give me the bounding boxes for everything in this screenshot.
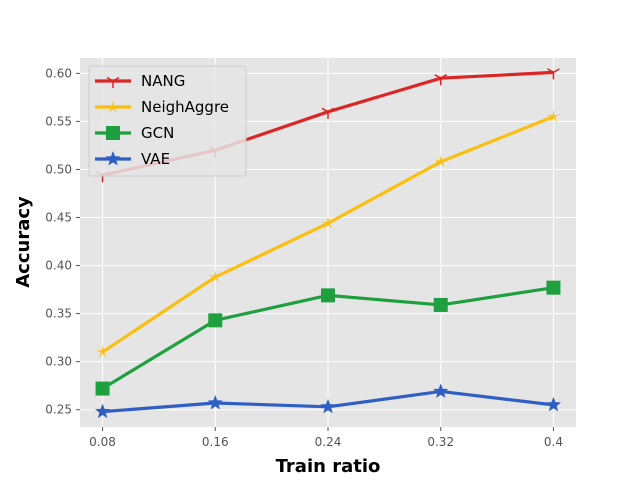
data-point-neighaggre-1 bbox=[208, 270, 222, 283]
axis-ticks: 0.25 0.30 0.35 0.40 0.45 0.50 0.55 0.60 0.08 0.16… bbox=[45, 66, 563, 449]
series-gcn bbox=[95, 280, 561, 396]
legend-entry-gcn: GCN bbox=[95, 124, 174, 142]
legend: NANG NeighAggre GCN VAE bbox=[88, 65, 247, 177]
x-tick-label-1: 0.16 bbox=[202, 435, 229, 449]
legend-marker-nang bbox=[106, 76, 120, 88]
data-point-neighaggre-0 bbox=[95, 345, 110, 358]
y-tick-label-5: 0.50 bbox=[45, 162, 72, 176]
data-point-gcn-2 bbox=[321, 288, 335, 303]
legend-label-gcn: GCN bbox=[141, 124, 174, 142]
data-point-vae-2 bbox=[320, 398, 336, 414]
data-point-gcn-0 bbox=[95, 381, 110, 396]
x-tick-label-3: 0.32 bbox=[427, 435, 454, 449]
data-point-vae-3 bbox=[433, 383, 449, 398]
y-tick-label-7: 0.60 bbox=[45, 66, 72, 80]
data-point-gcn-3 bbox=[433, 297, 448, 312]
legend-label-nang: NANG bbox=[141, 72, 185, 90]
series-layer bbox=[94, 68, 562, 419]
data-point-nang-4 bbox=[547, 68, 560, 80]
series-vae bbox=[94, 383, 562, 419]
data-point-gcn-1 bbox=[208, 313, 223, 328]
legend-entry-nang: NANG bbox=[95, 72, 185, 90]
y-tick-label-2: 0.35 bbox=[45, 307, 72, 321]
x-tick-label-0: 0.08 bbox=[89, 435, 116, 449]
y-tick-label-6: 0.55 bbox=[45, 114, 72, 128]
data-point-neighaggre-2 bbox=[321, 216, 335, 229]
legend-marker-gcn bbox=[106, 126, 120, 140]
data-point-neighaggre-4 bbox=[546, 109, 561, 123]
data-point-vae-0 bbox=[94, 403, 111, 419]
data-point-gcn-4 bbox=[546, 280, 561, 295]
data-point-vae-1 bbox=[207, 394, 223, 410]
x-tick-label-4: 0.4 bbox=[544, 435, 563, 449]
y-tick-label-4: 0.45 bbox=[45, 211, 72, 225]
y-tick-label-0: 0.25 bbox=[45, 403, 72, 417]
series-neighaggre bbox=[95, 109, 561, 358]
legend-label-vae: VAE bbox=[141, 150, 170, 168]
x-tick-label-2: 0.24 bbox=[315, 435, 342, 449]
data-point-nang-3 bbox=[434, 74, 448, 86]
x-axis-label: Train ratio bbox=[276, 456, 381, 477]
y-tick-label-1: 0.30 bbox=[45, 355, 72, 369]
y-axis-label: Accuracy bbox=[13, 196, 34, 288]
legend-marker-neighaggre bbox=[106, 100, 120, 113]
legend-entry-neighaggre: NeighAggre bbox=[95, 98, 229, 116]
legend-entry-vae: VAE bbox=[95, 150, 170, 168]
legend-box bbox=[88, 65, 247, 177]
data-point-vae-4 bbox=[545, 396, 562, 412]
data-point-neighaggre-3 bbox=[434, 154, 448, 168]
y-tick-label-3: 0.40 bbox=[45, 259, 72, 273]
legend-label-neighaggre: NeighAggre bbox=[141, 98, 229, 116]
data-point-nang-2 bbox=[321, 107, 335, 119]
legend-marker-vae bbox=[105, 151, 121, 166]
